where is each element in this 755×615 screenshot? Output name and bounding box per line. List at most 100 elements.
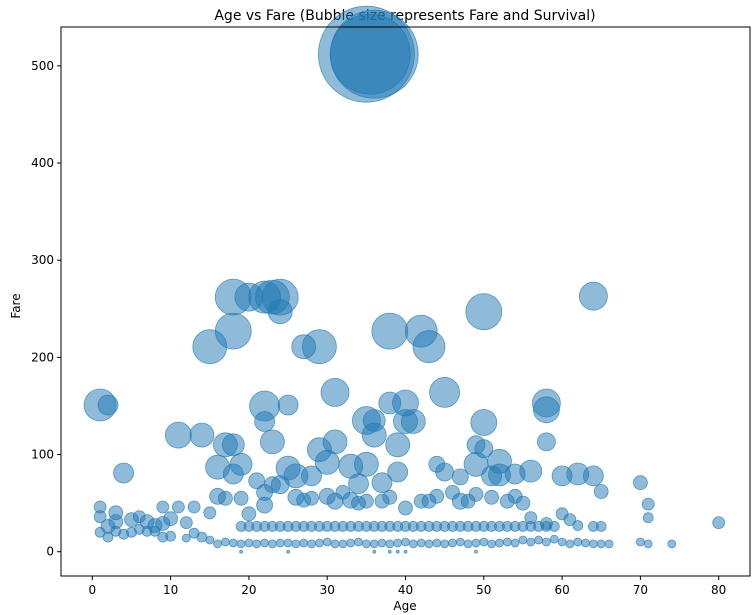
- y-axis-ticks: 0 100 200 300 400 500: [31, 59, 61, 559]
- data-point: [428, 455, 446, 473]
- data-point: [465, 293, 503, 331]
- data-point: [393, 538, 403, 548]
- data-point: [113, 462, 134, 484]
- data-point: [322, 429, 348, 455]
- data-point: [252, 539, 262, 549]
- data-point: [537, 432, 556, 452]
- data-point: [248, 472, 266, 490]
- data-point: [267, 539, 277, 549]
- data-point: [484, 489, 500, 505]
- data-point: [267, 299, 293, 325]
- data-point: [221, 433, 245, 457]
- data-point: [448, 538, 457, 548]
- data-point: [196, 531, 208, 543]
- data-point: [307, 539, 316, 549]
- data-point: [502, 537, 512, 547]
- data-point: [463, 539, 473, 549]
- y-tick-label: 300: [31, 253, 54, 267]
- data-point: [401, 537, 410, 547]
- data-point: [371, 312, 409, 350]
- data-point: [518, 535, 528, 545]
- data-point: [667, 539, 677, 549]
- data-point: [377, 538, 387, 548]
- data-point: [573, 537, 583, 547]
- chart-title: Age vs Fare (Bubble size represents Fare…: [214, 8, 595, 24]
- x-tick-label: 30: [320, 583, 335, 597]
- data-point: [557, 537, 567, 547]
- data-point: [593, 484, 609, 499]
- data-point: [581, 538, 590, 548]
- data-point: [398, 500, 413, 516]
- y-tick-label: 200: [31, 350, 54, 364]
- data-point: [228, 538, 238, 548]
- data-point: [348, 473, 369, 495]
- data-point: [156, 500, 170, 514]
- data-point: [171, 500, 185, 514]
- data-point: [712, 516, 726, 529]
- data-point: [633, 475, 648, 491]
- data-point: [468, 486, 484, 502]
- data-point: [362, 409, 386, 432]
- data-point: [263, 476, 281, 494]
- data-point: [149, 525, 161, 537]
- data-point: [542, 537, 551, 547]
- y-tick-label: 400: [31, 156, 54, 170]
- data-point: [97, 394, 119, 416]
- data-point: [301, 465, 322, 487]
- data-point: [299, 538, 309, 548]
- data-point: [589, 539, 598, 549]
- data-point: [643, 539, 653, 549]
- data-point: [551, 465, 573, 487]
- x-tick-label: 40: [398, 583, 413, 597]
- data-point: [179, 516, 193, 529]
- data-point: [385, 539, 395, 549]
- x-tick-label: 10: [163, 583, 178, 597]
- data-point: [474, 439, 494, 459]
- data-point: [165, 530, 177, 542]
- data-point: [604, 539, 614, 549]
- x-tick-label: 0: [88, 583, 96, 597]
- x-tick-label: 60: [554, 583, 569, 597]
- data-point: [329, 13, 411, 95]
- data-point: [192, 329, 228, 365]
- data-point: [382, 489, 398, 505]
- data-point: [320, 377, 350, 407]
- y-tick-label: 100: [31, 448, 54, 462]
- data-point: [354, 537, 363, 547]
- plot-area: [83, 5, 726, 554]
- data-point: [504, 463, 526, 485]
- data-point: [369, 539, 379, 549]
- data-point: [642, 512, 654, 524]
- data-point: [164, 421, 192, 449]
- plot-frame: [60, 26, 751, 577]
- data-point: [163, 511, 179, 527]
- data-point: [403, 549, 408, 554]
- data-point: [108, 505, 124, 521]
- data-point: [533, 396, 560, 424]
- data-point: [236, 539, 246, 549]
- data-point: [510, 538, 520, 548]
- data-point: [487, 539, 497, 549]
- data-point: [595, 521, 607, 532]
- x-tick-label: 20: [241, 583, 256, 597]
- y-axis-label: Fare: [9, 293, 23, 318]
- data-point: [429, 488, 445, 504]
- x-axis-ticks: 0 10 20 30 40 50 60 70 80: [88, 576, 726, 597]
- data-point: [187, 500, 201, 514]
- data-point: [260, 538, 270, 548]
- data-point: [479, 537, 489, 547]
- data-point: [244, 538, 254, 548]
- data-point: [304, 490, 319, 506]
- data-point: [322, 537, 332, 547]
- data-point: [330, 539, 340, 549]
- x-tick-label: 80: [711, 583, 726, 597]
- data-point: [395, 549, 400, 554]
- data-point: [233, 490, 249, 506]
- data-point: [275, 538, 285, 548]
- data-point: [94, 526, 106, 538]
- data-point: [549, 534, 559, 544]
- data-point: [241, 506, 257, 522]
- data-point: [378, 391, 402, 415]
- data-point: [291, 334, 317, 360]
